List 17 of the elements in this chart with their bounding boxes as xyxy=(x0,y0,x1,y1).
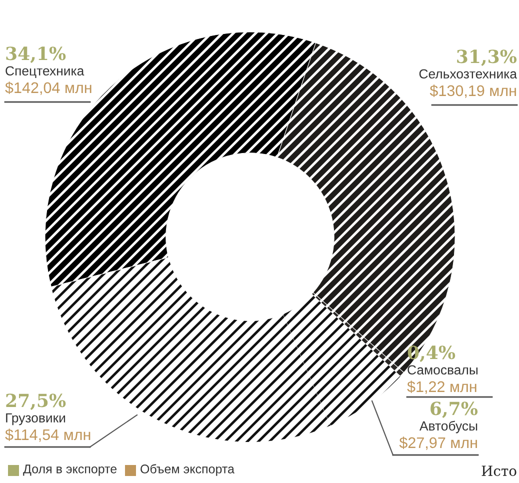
text: $130,19 млн xyxy=(430,84,516,98)
data-label: 31,3% xyxy=(457,50,517,66)
text: $114,54 млн xyxy=(5,428,90,442)
slice-label: Автобусы xyxy=(419,420,478,434)
data-label: 6,7% xyxy=(430,402,478,418)
slice-label: Грузовики xyxy=(6,413,66,426)
text: $27,97 млн xyxy=(399,436,477,450)
text: Исто xyxy=(482,466,516,476)
slice-label: Спецтехника xyxy=(6,66,84,78)
slice-label: Самосвалы xyxy=(408,365,478,375)
data-label: 27,5% xyxy=(6,394,66,410)
text: $1,22 млн xyxy=(407,380,476,394)
text: Объем экспорта xyxy=(140,464,234,476)
text: $142,04 млн xyxy=(5,82,92,95)
data-label: 34,1% xyxy=(6,46,66,63)
slice-label: Сельхозтехника xyxy=(419,69,518,79)
text: Доля в экспорте xyxy=(23,464,117,476)
